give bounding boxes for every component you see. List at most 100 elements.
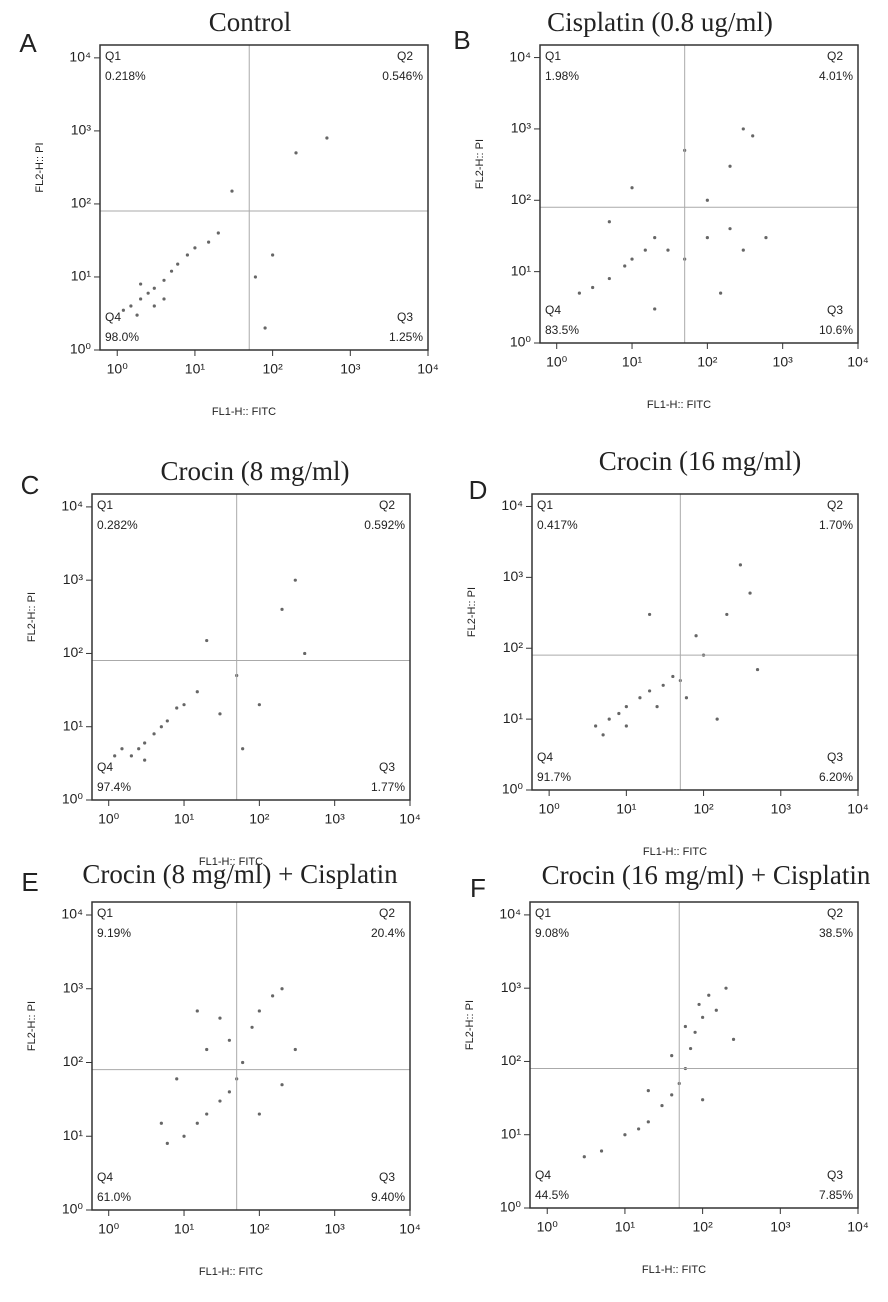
y-tick-label: 10⁰ (62, 1201, 84, 1217)
event-dot (617, 711, 621, 716)
y-tick-label: 10³ (63, 979, 84, 995)
event-dot (227, 1038, 231, 1042)
event-dot (630, 186, 634, 190)
event-dot (250, 1025, 254, 1029)
x-tick-label: 10³ (325, 1221, 346, 1237)
event-dot (607, 276, 611, 281)
event-dot (162, 297, 166, 301)
event-dot (218, 712, 222, 716)
quadrant-percent: 98.0% (105, 330, 139, 344)
x-tick-label: 10¹ (615, 1219, 636, 1235)
y-tick-label: 10³ (511, 120, 532, 136)
y-axis-label: FL2-H:: PI (466, 587, 478, 637)
event-dot (182, 1134, 186, 1138)
event-dot (638, 696, 642, 700)
y-tick-label: 10¹ (503, 710, 524, 726)
event-dot (139, 282, 143, 286)
y-tick-label: 10⁰ (510, 334, 532, 350)
event-dot (165, 1141, 169, 1145)
y-axis-label: FL2-H:: PI (26, 592, 38, 642)
event-dot (205, 1112, 209, 1116)
event-dot (653, 235, 657, 240)
event-dot (152, 304, 156, 308)
quadrant-name: Q3 (379, 760, 395, 774)
quadrant-name: Q1 (105, 49, 121, 63)
event-dot (146, 291, 150, 295)
quadrant-percent: 7.85% (819, 1188, 853, 1202)
y-tick-label: 10¹ (511, 262, 532, 278)
quadrant-percent: 4.01% (819, 69, 853, 83)
event-dot (693, 1030, 697, 1034)
quadrant-percent: 83.5% (545, 323, 579, 337)
x-tick-label: 10⁰ (98, 1221, 120, 1237)
y-tick-label: 10² (503, 639, 524, 655)
event-dot (257, 1112, 261, 1116)
plot-frame (529, 901, 859, 1209)
event-dot (193, 246, 197, 250)
event-dot (162, 278, 166, 282)
event-dot (143, 758, 147, 762)
chart-title: Crocin (8 mg/ml) + Cisplatin (82, 859, 398, 889)
quadrant-percent: 61.0% (97, 1190, 131, 1204)
event-dot (577, 291, 581, 295)
y-tick-label: 10⁰ (70, 341, 92, 357)
event-dot (218, 1016, 222, 1020)
y-tick-label: 10⁰ (62, 791, 84, 807)
y-tick-label: 10³ (503, 568, 524, 584)
quadrant-percent: 9.19% (97, 926, 131, 940)
event-dot (728, 164, 732, 168)
quadrant-name: Q1 (97, 498, 113, 512)
y-tick-label: 10⁴ (509, 48, 531, 64)
quadrant-name: Q3 (397, 310, 413, 324)
event-dot (661, 683, 665, 687)
quadrant-name: Q4 (97, 1170, 113, 1184)
event-dot (724, 986, 728, 990)
event-dot (660, 1103, 664, 1108)
event-dot (303, 651, 307, 656)
event-dot (293, 578, 297, 582)
event-dot (705, 198, 709, 202)
quadrant-name: Q3 (827, 1168, 843, 1182)
y-tick-label: 10¹ (501, 1125, 522, 1141)
quadrant-name: Q4 (545, 303, 561, 317)
x-tick-label: 10⁰ (98, 811, 120, 827)
x-tick-label: 10⁴ (847, 354, 869, 370)
y-tick-label: 10⁴ (69, 49, 91, 65)
x-tick-label: 10² (693, 801, 714, 817)
event-dot (195, 1009, 199, 1013)
y-axis-label: FL2-H:: PI (464, 1000, 476, 1050)
x-tick-label: 10¹ (616, 801, 637, 817)
x-axis-label: FL1-H:: FITC (199, 856, 263, 868)
event-dot (646, 1089, 650, 1093)
event-dot (205, 1047, 209, 1052)
event-dot (653, 307, 657, 311)
event-dot (594, 724, 598, 728)
event-dot (728, 227, 732, 231)
quadrant-name: Q3 (827, 750, 843, 764)
event-dot (684, 696, 689, 700)
event-dot (671, 674, 675, 679)
y-tick-label: 10² (63, 1053, 84, 1069)
x-tick-label: 10² (697, 354, 718, 370)
x-axis-label: FL1-H:: FITC (199, 1266, 263, 1278)
quadrant-percent: 20.4% (371, 926, 405, 940)
event-dot (623, 1133, 627, 1137)
quadrant-percent: 0.282% (97, 518, 138, 532)
plot-frame (91, 901, 411, 1211)
x-tick-label: 10² (693, 1219, 714, 1235)
event-dot (591, 285, 595, 290)
event-dot (280, 987, 284, 991)
event-dot (624, 724, 628, 728)
event-dot (719, 291, 723, 295)
y-tick-label: 10² (511, 191, 532, 207)
quadrant-percent: 1.77% (371, 780, 405, 794)
y-tick-label: 10⁴ (501, 497, 523, 513)
event-dot (205, 638, 209, 643)
event-dot (218, 1099, 222, 1103)
x-tick-label: 10⁴ (399, 811, 421, 827)
y-tick-label: 10³ (501, 979, 522, 995)
event-dot (280, 607, 284, 611)
event-dot (113, 754, 117, 758)
event-dot (143, 741, 147, 745)
event-dot (705, 235, 709, 240)
